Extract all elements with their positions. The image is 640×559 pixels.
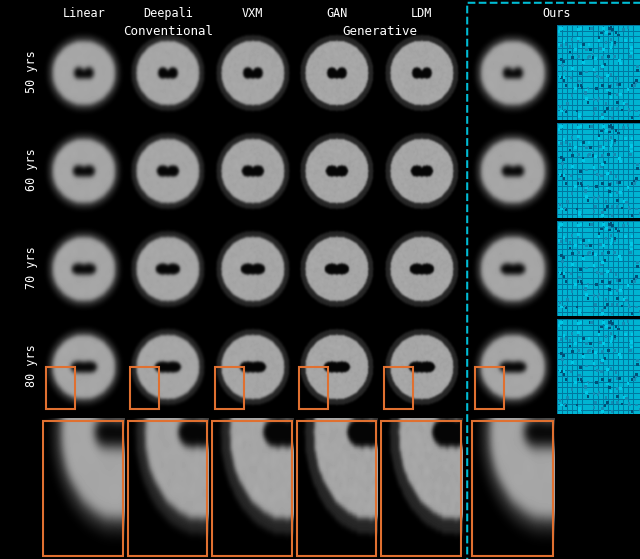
Text: Generative: Generative: [342, 25, 417, 38]
Bar: [130, 367, 159, 409]
Text: 70 yrs: 70 yrs: [26, 246, 38, 288]
Text: Conventional: Conventional: [124, 25, 213, 38]
Bar: [383, 367, 413, 409]
Text: Ours: Ours: [543, 7, 571, 20]
Bar: [128, 421, 207, 556]
Text: Linear: Linear: [63, 7, 105, 20]
Text: VXM: VXM: [242, 7, 264, 20]
Text: Deepali: Deepali: [143, 7, 193, 20]
Text: 80 yrs: 80 yrs: [26, 344, 38, 386]
Bar: [299, 367, 328, 409]
Bar: [212, 421, 292, 556]
Bar: [214, 367, 244, 409]
Bar: [44, 421, 123, 556]
Text: LDM: LDM: [411, 7, 433, 20]
Text: 50 yrs: 50 yrs: [26, 50, 38, 93]
Text: 60 yrs: 60 yrs: [26, 148, 38, 191]
Bar: [475, 367, 504, 409]
Bar: [297, 421, 376, 556]
Bar: [472, 421, 554, 556]
Bar: [381, 421, 461, 556]
Bar: [45, 367, 75, 409]
Text: GAN: GAN: [326, 7, 348, 20]
